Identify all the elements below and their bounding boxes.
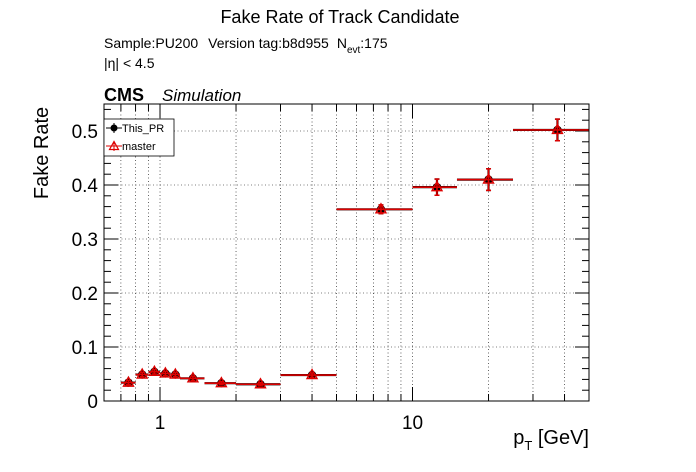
x-axis-label-main: p bbox=[513, 427, 524, 449]
y-tick-label: 0 bbox=[87, 392, 98, 413]
y-tick-label: 0.5 bbox=[72, 122, 98, 143]
y-tick-label: 0.2 bbox=[72, 284, 98, 305]
chart-title: Fake Rate of Track Candidate bbox=[220, 7, 459, 27]
nevt-subscript: evt bbox=[347, 45, 361, 56]
nevt-prefix: N bbox=[337, 35, 347, 51]
x-tick-label: 10 bbox=[402, 413, 423, 434]
y-tick-label: 0.4 bbox=[72, 176, 99, 197]
info-line-2: |η| < 4.5 bbox=[104, 55, 155, 71]
x-tick-label: 1 bbox=[155, 413, 166, 434]
legend-label-master: master bbox=[122, 141, 156, 153]
nevt-value: :175 bbox=[360, 35, 387, 51]
x-axis-label-unit: [GeV] bbox=[532, 427, 589, 449]
cms-label: CMS bbox=[104, 85, 144, 105]
cms-sublabel: Simulation bbox=[162, 86, 241, 105]
x-axis-label-sub: T bbox=[524, 438, 532, 453]
legend-label-this-pr: This_PR bbox=[122, 123, 164, 135]
version-label: Version tag:b8d955 bbox=[208, 35, 329, 51]
y-tick-label: 0.3 bbox=[72, 230, 98, 251]
y-axis-label: Fake Rate bbox=[31, 107, 53, 199]
legend-marker-this-pr bbox=[111, 125, 118, 132]
sample-label: Sample:PU200 bbox=[104, 35, 198, 51]
y-tick-label: 0.1 bbox=[72, 338, 98, 359]
legend: This_PR master bbox=[104, 119, 174, 156]
